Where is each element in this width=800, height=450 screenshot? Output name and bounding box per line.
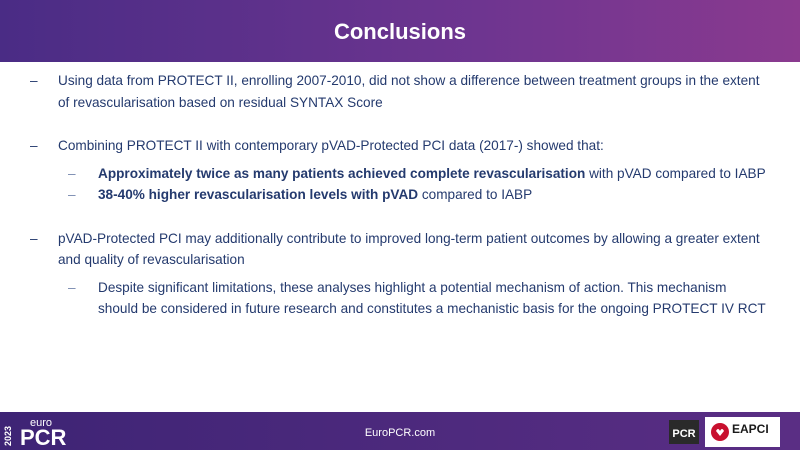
footer: 2023 euro PCR EuroPCR.com PCR EAPCI bbox=[0, 412, 800, 450]
url: EuroPCR.com bbox=[365, 427, 435, 439]
sub-bullet: Despite significant limitations, these a… bbox=[58, 277, 770, 320]
header: Conclusions bbox=[0, 0, 800, 62]
sub-bullet: Approximately twice as many patients ach… bbox=[58, 163, 770, 185]
year: 2023 bbox=[3, 426, 13, 446]
bullet-text: Combining PROTECT II with contemporary p… bbox=[58, 138, 604, 153]
brand-small: euro bbox=[30, 417, 52, 429]
bullet: Using data from PROTECT II, enrolling 20… bbox=[30, 70, 770, 113]
bullet-text: pVAD-Protected PCI may additionally cont… bbox=[58, 230, 760, 268]
brand: PCR bbox=[20, 425, 67, 450]
heart bbox=[716, 429, 724, 436]
bullet: pVAD-Protected PCI may additionally cont… bbox=[30, 228, 770, 320]
bullet-text: Using data from PROTECT II, enrolling 20… bbox=[58, 73, 760, 110]
sub-bullet-bold: Approximately twice as many patients ach… bbox=[98, 165, 586, 181]
sub-bullet-text: with pVAD compared to IABP bbox=[589, 165, 766, 181]
sub-bullet-text: Despite significant limitations, these a… bbox=[98, 279, 766, 317]
bullet-list: Using data from PROTECT II, enrolling 20… bbox=[30, 70, 770, 342]
sub-bullet: 38-40% higher revascularisation levels w… bbox=[58, 184, 770, 206]
sub-bullet-bold: 38-40% higher revascularisation levels w… bbox=[98, 187, 419, 202]
pcr-logo: PCR bbox=[672, 428, 695, 440]
pcr-logo-box bbox=[669, 420, 699, 444]
bullet: Combining PROTECT II with contemporary p… bbox=[30, 135, 770, 206]
title: Conclusions bbox=[333, 19, 466, 44]
sub-bullet-text: compared to IABP bbox=[421, 187, 533, 202]
footer-graphics: 2023 euro PCR EuroPCR.com PCR EAPCI bbox=[3, 417, 780, 450]
eapci-logo: EAPCI bbox=[732, 422, 769, 436]
